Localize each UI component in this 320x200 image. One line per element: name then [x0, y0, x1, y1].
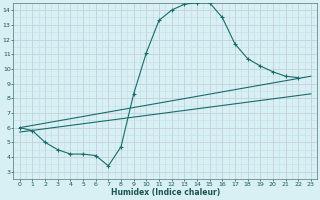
X-axis label: Humidex (Indice chaleur): Humidex (Indice chaleur): [111, 188, 220, 197]
